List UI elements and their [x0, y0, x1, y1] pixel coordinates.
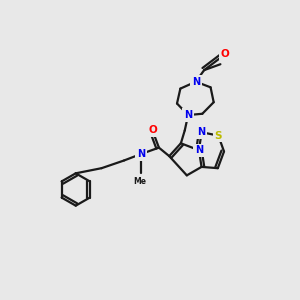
Text: N: N — [195, 145, 203, 155]
Text: N: N — [197, 127, 206, 137]
Text: Me: Me — [133, 176, 146, 185]
Text: N: N — [192, 77, 200, 87]
Text: O: O — [220, 50, 229, 59]
Text: N: N — [137, 149, 145, 159]
Text: O: O — [148, 125, 157, 136]
Text: S: S — [214, 130, 222, 141]
Text: N: N — [184, 110, 192, 120]
